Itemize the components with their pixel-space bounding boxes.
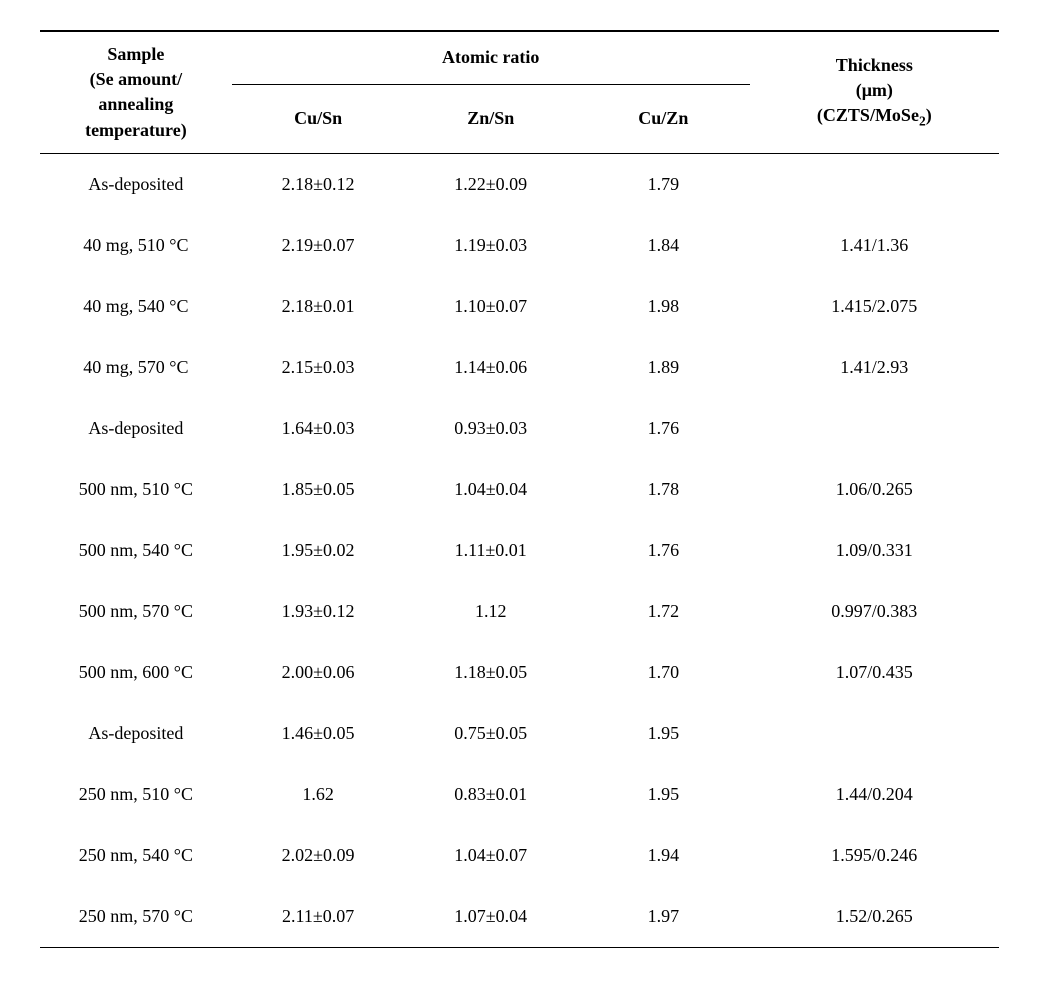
cell-zn-sn: 0.75±0.05 bbox=[404, 703, 577, 764]
header-sample-line1: Sample bbox=[107, 44, 164, 64]
cell-cu-zn: 1.78 bbox=[577, 459, 750, 520]
cell-cu-sn: 1.62 bbox=[232, 764, 405, 825]
cell-sample: 40 mg, 510 °C bbox=[40, 215, 232, 276]
header-thickness-line3c: ) bbox=[926, 105, 932, 125]
cell-thickness bbox=[750, 398, 999, 459]
cell-cu-sn: 2.18±0.12 bbox=[232, 153, 405, 215]
cell-thickness bbox=[750, 703, 999, 764]
table-row: 500 nm, 510 °C1.85±0.051.04±0.041.781.06… bbox=[40, 459, 999, 520]
table-row: 500 nm, 570 °C1.93±0.121.121.720.997/0.3… bbox=[40, 581, 999, 642]
table-body: As-deposited2.18±0.121.22±0.091.7940 mg,… bbox=[40, 153, 999, 947]
header-zn-sn: Zn/Sn bbox=[404, 84, 577, 153]
table-row: As-deposited2.18±0.121.22±0.091.79 bbox=[40, 153, 999, 215]
header-thickness-line1: Thickness bbox=[836, 55, 913, 75]
header-cu-zn: Cu/Zn bbox=[577, 84, 750, 153]
cell-cu-zn: 1.76 bbox=[577, 398, 750, 459]
table-row: As-deposited1.64±0.030.93±0.031.76 bbox=[40, 398, 999, 459]
cell-cu-zn: 1.70 bbox=[577, 642, 750, 703]
cell-sample: As-deposited bbox=[40, 398, 232, 459]
cell-thickness: 1.41/1.36 bbox=[750, 215, 999, 276]
cell-sample: 500 nm, 540 °C bbox=[40, 520, 232, 581]
header-sample-line4: temperature) bbox=[85, 120, 187, 140]
cell-thickness: 1.06/0.265 bbox=[750, 459, 999, 520]
table-header: Sample (Se amount/ annealing temperature… bbox=[40, 31, 999, 153]
cell-thickness: 1.09/0.331 bbox=[750, 520, 999, 581]
cell-thickness: 1.52/0.265 bbox=[750, 886, 999, 948]
cell-zn-sn: 0.93±0.03 bbox=[404, 398, 577, 459]
cell-cu-zn: 1.84 bbox=[577, 215, 750, 276]
cell-zn-sn: 1.07±0.04 bbox=[404, 886, 577, 948]
cell-cu-sn: 2.11±0.07 bbox=[232, 886, 405, 948]
header-sample: Sample (Se amount/ annealing temperature… bbox=[40, 31, 232, 153]
cell-zn-sn: 1.18±0.05 bbox=[404, 642, 577, 703]
table-row: 250 nm, 540 °C2.02±0.091.04±0.071.941.59… bbox=[40, 825, 999, 886]
cell-thickness: 1.07/0.435 bbox=[750, 642, 999, 703]
table-row: 250 nm, 570 °C2.11±0.071.07±0.041.971.52… bbox=[40, 886, 999, 948]
cell-cu-sn: 1.64±0.03 bbox=[232, 398, 405, 459]
cell-cu-zn: 1.98 bbox=[577, 276, 750, 337]
cell-cu-sn: 1.93±0.12 bbox=[232, 581, 405, 642]
table-row: 40 mg, 540 °C2.18±0.011.10±0.071.981.415… bbox=[40, 276, 999, 337]
cell-sample: 500 nm, 570 °C bbox=[40, 581, 232, 642]
cell-sample: 250 nm, 570 °C bbox=[40, 886, 232, 948]
header-thickness-line3a: (CZTS/MoSe bbox=[817, 105, 919, 125]
header-thickness-line2: (μm) bbox=[856, 80, 893, 100]
cell-cu-sn: 1.46±0.05 bbox=[232, 703, 405, 764]
cell-thickness: 0.997/0.383 bbox=[750, 581, 999, 642]
cell-cu-sn: 1.85±0.05 bbox=[232, 459, 405, 520]
cell-cu-sn: 2.19±0.07 bbox=[232, 215, 405, 276]
cell-zn-sn: 1.11±0.01 bbox=[404, 520, 577, 581]
cell-thickness bbox=[750, 153, 999, 215]
cell-zn-sn: 1.12 bbox=[404, 581, 577, 642]
cell-sample: 40 mg, 570 °C bbox=[40, 337, 232, 398]
cell-cu-sn: 2.00±0.06 bbox=[232, 642, 405, 703]
cell-thickness: 1.415/2.075 bbox=[750, 276, 999, 337]
header-atomic-ratio: Atomic ratio bbox=[232, 31, 750, 84]
cell-cu-zn: 1.95 bbox=[577, 703, 750, 764]
cell-sample: 40 mg, 540 °C bbox=[40, 276, 232, 337]
data-table: Sample (Se amount/ annealing temperature… bbox=[40, 30, 999, 948]
cell-cu-zn: 1.97 bbox=[577, 886, 750, 948]
table-row: As-deposited1.46±0.050.75±0.051.95 bbox=[40, 703, 999, 764]
cell-zn-sn: 1.22±0.09 bbox=[404, 153, 577, 215]
cell-sample: 500 nm, 600 °C bbox=[40, 642, 232, 703]
cell-zn-sn: 1.04±0.07 bbox=[404, 825, 577, 886]
cell-zn-sn: 1.19±0.03 bbox=[404, 215, 577, 276]
cell-cu-sn: 2.15±0.03 bbox=[232, 337, 405, 398]
table-row: 500 nm, 600 °C2.00±0.061.18±0.051.701.07… bbox=[40, 642, 999, 703]
cell-sample: As-deposited bbox=[40, 153, 232, 215]
header-thickness-sub: 2 bbox=[919, 114, 926, 129]
header-cu-sn: Cu/Sn bbox=[232, 84, 405, 153]
header-thickness: Thickness (μm) (CZTS/MoSe2) bbox=[750, 31, 999, 153]
cell-sample: 500 nm, 510 °C bbox=[40, 459, 232, 520]
cell-cu-sn: 2.18±0.01 bbox=[232, 276, 405, 337]
cell-zn-sn: 0.83±0.01 bbox=[404, 764, 577, 825]
cell-sample: 250 nm, 540 °C bbox=[40, 825, 232, 886]
cell-thickness: 1.595/0.246 bbox=[750, 825, 999, 886]
cell-cu-sn: 1.95±0.02 bbox=[232, 520, 405, 581]
cell-zn-sn: 1.04±0.04 bbox=[404, 459, 577, 520]
cell-thickness: 1.41/2.93 bbox=[750, 337, 999, 398]
cell-zn-sn: 1.10±0.07 bbox=[404, 276, 577, 337]
cell-sample: As-deposited bbox=[40, 703, 232, 764]
header-sample-line2: (Se amount/ bbox=[90, 69, 183, 89]
table-row: 40 mg, 570 °C2.15±0.031.14±0.061.891.41/… bbox=[40, 337, 999, 398]
header-sample-line3: annealing bbox=[98, 94, 173, 114]
table-row: 250 nm, 510 °C1.620.83±0.011.951.44/0.20… bbox=[40, 764, 999, 825]
cell-zn-sn: 1.14±0.06 bbox=[404, 337, 577, 398]
cell-cu-zn: 1.89 bbox=[577, 337, 750, 398]
cell-cu-zn: 1.72 bbox=[577, 581, 750, 642]
cell-cu-sn: 2.02±0.09 bbox=[232, 825, 405, 886]
cell-cu-zn: 1.76 bbox=[577, 520, 750, 581]
cell-thickness: 1.44/0.204 bbox=[750, 764, 999, 825]
cell-cu-zn: 1.79 bbox=[577, 153, 750, 215]
table-row: 40 mg, 510 °C2.19±0.071.19±0.031.841.41/… bbox=[40, 215, 999, 276]
cell-cu-zn: 1.94 bbox=[577, 825, 750, 886]
table-row: 500 nm, 540 °C1.95±0.021.11±0.011.761.09… bbox=[40, 520, 999, 581]
cell-cu-zn: 1.95 bbox=[577, 764, 750, 825]
cell-sample: 250 nm, 510 °C bbox=[40, 764, 232, 825]
